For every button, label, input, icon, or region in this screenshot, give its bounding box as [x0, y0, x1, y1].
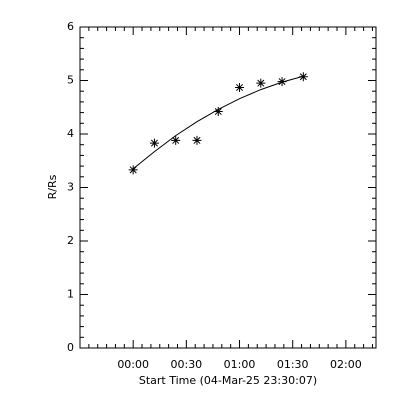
- asterisk-marker: [171, 135, 181, 145]
- y-tick-label: 1: [67, 288, 74, 301]
- y-tick-label: 4: [67, 127, 74, 140]
- plot-frame: [79, 26, 377, 349]
- asterisk-marker: [277, 77, 287, 87]
- asterisk-marker: [298, 72, 308, 82]
- asterisk-marker: [213, 107, 223, 117]
- asterisk-marker: [128, 165, 138, 175]
- fit-line: [132, 75, 304, 170]
- y-axis-label: R/Rs: [46, 174, 59, 199]
- y-tick-label: 0: [67, 341, 74, 354]
- asterisk-marker: [235, 82, 245, 92]
- x-tick-label: 02:00: [330, 358, 362, 371]
- asterisk-marker: [256, 78, 266, 88]
- x-tick-label: 00:30: [170, 358, 202, 371]
- x-tick-label: 00:00: [117, 358, 149, 371]
- x-axis-label: Start Time (04-Mar-25 23:30:07): [139, 374, 317, 387]
- x-tick-label: 01:00: [224, 358, 256, 371]
- y-tick-label: 2: [67, 234, 74, 247]
- y-tick-label: 6: [67, 20, 74, 33]
- y-tick-label: 3: [67, 181, 74, 194]
- y-tick-label: 5: [67, 74, 74, 87]
- asterisk-marker: [192, 135, 202, 145]
- x-tick-label: 01:30: [277, 358, 309, 371]
- asterisk-marker: [149, 138, 159, 148]
